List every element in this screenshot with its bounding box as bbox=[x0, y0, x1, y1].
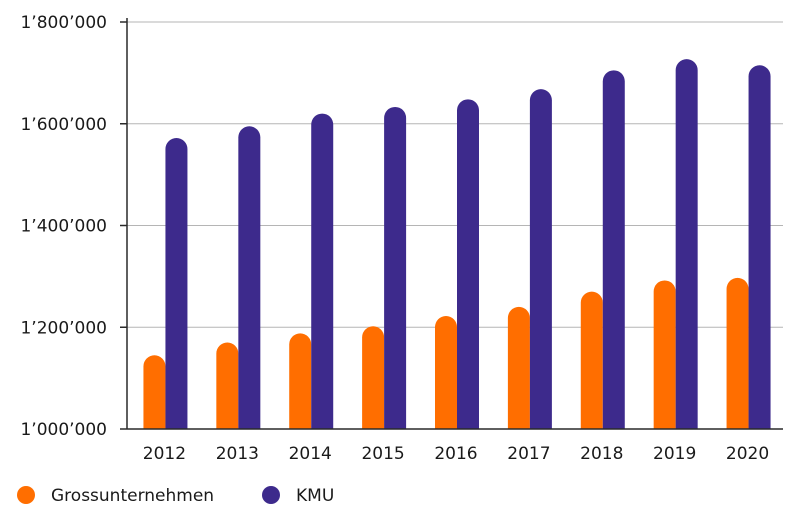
x-tick-label: 2013 bbox=[216, 444, 259, 464]
legend-item-kmu: KMU bbox=[262, 486, 334, 506]
y-tick-label: 1’400’000 bbox=[20, 217, 107, 237]
bar-kmu-2019 bbox=[675, 59, 698, 430]
bar-kmu-2017 bbox=[529, 89, 552, 430]
legend-swatch-kmu bbox=[262, 486, 280, 504]
legend: Grossunternehmen KMU bbox=[17, 486, 334, 506]
y-tick-label: 1’000’000 bbox=[20, 420, 107, 440]
legend-item-grossunternehmen: Grossunternehmen bbox=[17, 486, 214, 506]
y-tick-label: 1’200’000 bbox=[20, 318, 107, 338]
legend-swatch-grossunternehmen bbox=[17, 486, 35, 504]
bar-grossunternehmen-2019 bbox=[653, 280, 676, 429]
x-tick-label: 2020 bbox=[726, 444, 769, 464]
y-tick-label: 1’600’000 bbox=[20, 115, 107, 135]
bars bbox=[143, 59, 771, 430]
legend-label-kmu: KMU bbox=[296, 486, 334, 506]
bar-grossunternehmen-2018 bbox=[580, 291, 603, 429]
bar-kmu-2016 bbox=[457, 99, 479, 429]
bar-kmu-2012 bbox=[165, 137, 188, 429]
bar-grossunternehmen-2012 bbox=[143, 355, 166, 429]
bar-grossunternehmen-2015 bbox=[362, 326, 385, 429]
x-tick-label: 2012 bbox=[143, 444, 186, 464]
x-tick-label: 2018 bbox=[580, 444, 623, 464]
bar-kmu-2018 bbox=[602, 70, 625, 429]
bar-grossunternehmen-2013 bbox=[216, 342, 239, 429]
bar-grossunternehmen-2014 bbox=[289, 333, 312, 429]
x-tick-label: 2017 bbox=[507, 444, 550, 464]
bar-kmu-2015 bbox=[384, 106, 407, 430]
x-tick-label: 2019 bbox=[653, 444, 696, 464]
x-tick-label: 2016 bbox=[434, 444, 477, 464]
bar-kmu-2020 bbox=[748, 65, 771, 429]
x-tick-label: 2014 bbox=[289, 444, 332, 464]
x-axis-ticks: 2012 2013 2014 2015 2016 2017 2018 2019 2020 bbox=[143, 444, 769, 464]
legend-label-grossunternehmen: Grossunternehmen bbox=[51, 486, 214, 506]
bar-grossunternehmen-2020 bbox=[726, 277, 749, 429]
x-tick-label: 2015 bbox=[361, 444, 404, 464]
y-axis-ticks: 1’000’000 1’200’000 1’400’000 1’600’000 1’80… bbox=[20, 13, 127, 440]
bar-kmu-2014 bbox=[311, 113, 334, 429]
bar-grossunternehmen-2016 bbox=[435, 316, 457, 429]
y-tick-label: 1’800’000 bbox=[20, 13, 107, 33]
bar-grossunternehmen-2017 bbox=[507, 306, 530, 429]
bar-kmu-2013 bbox=[238, 126, 261, 430]
